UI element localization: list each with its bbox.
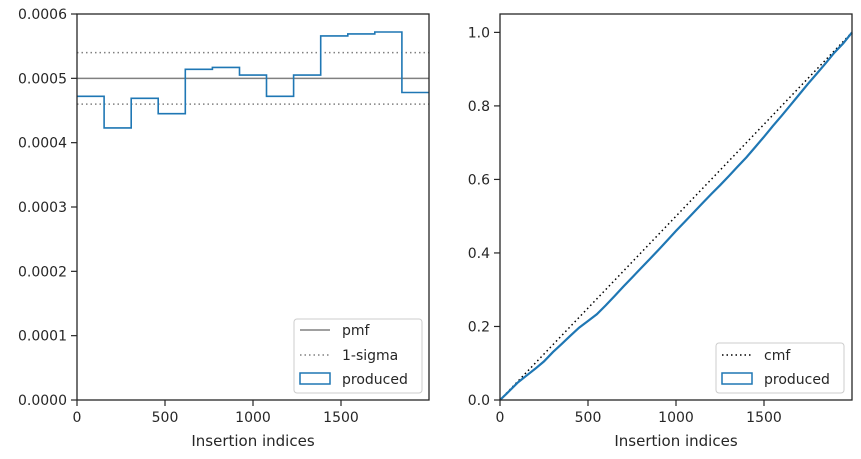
- legend-produced-label-right: produced: [764, 372, 830, 388]
- produced-histogram-step: [77, 31, 429, 129]
- legend-sigma-label: 1-sigma: [342, 348, 398, 364]
- left-ytick-label: 0.0004: [18, 136, 67, 152]
- left-ytick-label: 0.0002: [18, 264, 67, 280]
- left-xlabel: Insertion indices: [191, 432, 314, 450]
- right-plot-marks: [499, 31, 853, 401]
- legend-produced-swatch-right: [721, 372, 753, 385]
- left-xtick-label: 500: [152, 410, 179, 426]
- right-xtick-label: 1500: [746, 410, 782, 426]
- left-xtick-label: 0: [73, 410, 82, 426]
- right-xtick-label: 0: [496, 410, 505, 426]
- left-ytick-label: 0.0000: [18, 393, 67, 409]
- right-ticks: 0 500 1000 1500 0.0 0.2 0.4 0.6 0.8 1.0: [468, 25, 782, 426]
- left-ytick-label: 0.0005: [18, 71, 67, 87]
- produced-cdf-line: [499, 31, 853, 401]
- legend-produced-label: produced: [342, 372, 408, 388]
- right-xtick-label: 1000: [658, 410, 694, 426]
- legend-cmf-label: cmf: [764, 348, 791, 364]
- right-ytick-label: 0.4: [468, 246, 490, 262]
- right-ytick-label: 0.0: [468, 393, 490, 409]
- right-legend: cmf produced: [715, 342, 845, 394]
- left-plot-marks: [77, 31, 429, 129]
- left-xtick-label: 1500: [323, 410, 359, 426]
- cmf-line: [499, 31, 853, 401]
- left-ytick-label: 0.0006: [18, 7, 67, 23]
- left-ytick-label: 0.0001: [18, 329, 67, 345]
- right-xtick-label: 500: [575, 410, 602, 426]
- legend-produced-swatch: [299, 372, 331, 385]
- left-xtick-label: 1000: [235, 410, 271, 426]
- right-chart: 0 500 1000 1500 0.0 0.2 0.4 0.6 0.8 1.0 Insertion…: [468, 13, 853, 450]
- right-ytick-label: 0.6: [468, 172, 490, 188]
- right-plot-frame: [499, 13, 853, 401]
- left-legend: pmf 1-sigma produced: [293, 318, 423, 394]
- left-ytick-label: 0.0003: [18, 200, 67, 216]
- right-legend-box: [715, 342, 845, 394]
- right-ytick-label: 0.2: [468, 319, 490, 335]
- left-legend-box: [293, 318, 423, 394]
- legend-pmf-label: pmf: [342, 323, 371, 339]
- left-ticks: 0 500 1000 1500 0.0000 0.0001 0.0002 0.0003 0.00…: [18, 7, 359, 426]
- right-ytick-label: 0.8: [468, 99, 490, 115]
- right-ytick-label: 1.0: [468, 25, 490, 41]
- right-xlabel: Insertion indices: [614, 432, 737, 450]
- left-chart: 0 500 1000 1500 0.0000 0.0001 0.0002 0.0003 0.00…: [18, 7, 430, 450]
